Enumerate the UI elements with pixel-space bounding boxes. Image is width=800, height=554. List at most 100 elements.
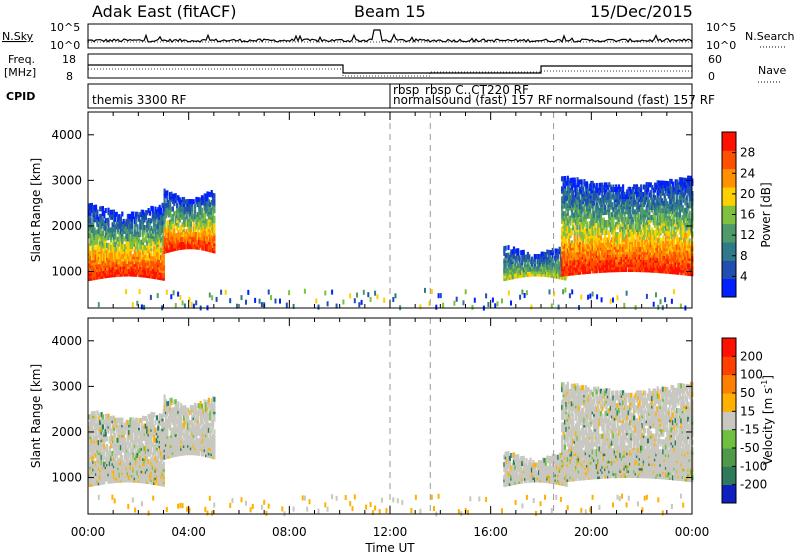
range-cell <box>682 232 686 238</box>
range-cell <box>631 216 634 222</box>
range-cell <box>663 208 666 214</box>
range-cell <box>605 230 608 235</box>
range-cell <box>583 244 586 250</box>
range-cell <box>550 257 553 263</box>
range-cell <box>670 229 673 234</box>
range-cell <box>649 237 652 243</box>
nsearch-tick-top: 10^5 <box>706 21 736 34</box>
range-cell <box>550 267 553 273</box>
range-cell <box>616 214 619 220</box>
power-dashed-lines <box>389 112 555 308</box>
range-cell <box>595 208 598 213</box>
range-cell <box>88 215 91 221</box>
range-cell <box>178 197 181 203</box>
range-cell <box>623 211 626 217</box>
range-cell <box>158 247 161 253</box>
range-cell <box>200 222 204 228</box>
range-cell <box>213 223 216 229</box>
range-cell <box>575 242 578 248</box>
range-cell <box>153 236 156 242</box>
range-cell <box>547 264 550 270</box>
range-cell <box>583 191 586 197</box>
range-cell <box>90 202 93 208</box>
range-cell <box>185 214 188 220</box>
range-cell <box>637 249 640 255</box>
range-cell <box>161 247 164 253</box>
range-cell <box>96 234 99 240</box>
range-cell <box>576 177 579 183</box>
range-cell <box>685 243 688 249</box>
range-cell <box>570 177 573 183</box>
range-cell <box>641 207 644 213</box>
range-cell <box>140 219 143 225</box>
range-cell <box>153 218 156 224</box>
range-cell <box>659 253 662 259</box>
range-cell <box>566 208 569 214</box>
range-cell <box>133 249 136 255</box>
range-cell <box>599 245 603 251</box>
range-cell <box>580 244 583 250</box>
range-cell <box>99 236 102 242</box>
range-cell <box>199 197 202 203</box>
range-cell <box>660 208 663 214</box>
range-cell <box>92 245 95 251</box>
range-cell <box>146 210 149 216</box>
range-cell <box>664 221 668 226</box>
ground-cell <box>224 289 227 295</box>
range-cell <box>106 248 109 253</box>
range-cell <box>649 215 652 220</box>
range-cell <box>629 196 632 202</box>
range-cell <box>104 208 107 213</box>
range-cell <box>635 242 639 247</box>
range-cell <box>633 236 636 242</box>
ground-cell <box>519 294 522 300</box>
range-cell <box>206 206 209 212</box>
range-cell <box>599 222 603 228</box>
range-cell <box>211 215 215 221</box>
range-cell <box>666 181 669 186</box>
range-cell <box>576 224 579 230</box>
range-cell <box>543 264 546 270</box>
range-cell <box>155 239 158 245</box>
range-cell <box>100 206 103 212</box>
range-cell <box>663 193 666 199</box>
range-cell <box>176 238 179 244</box>
range-cell <box>645 224 648 230</box>
range-cell <box>624 224 627 230</box>
range-cell <box>687 188 690 194</box>
range-cell <box>655 205 658 211</box>
range-cell <box>640 259 643 265</box>
range-cell <box>194 204 197 210</box>
ground-cell <box>353 298 356 304</box>
range-cell <box>89 203 92 209</box>
range-cell <box>577 239 580 245</box>
range-cell <box>110 471 113 476</box>
range-cell <box>129 236 132 242</box>
range-cell <box>633 184 636 190</box>
range-cell <box>597 205 600 211</box>
range-cell <box>584 209 587 214</box>
range-cell <box>90 411 93 417</box>
range-cell <box>92 252 95 258</box>
range-cell <box>669 254 672 259</box>
ground-cell <box>655 292 657 298</box>
ground-cell <box>659 299 662 305</box>
range-cell <box>687 230 690 236</box>
range-cell <box>112 217 116 222</box>
range-cell <box>143 237 146 243</box>
range-cell <box>608 212 611 218</box>
range-cell <box>572 182 575 188</box>
range-cell <box>689 226 693 231</box>
range-cell <box>593 190 596 196</box>
range-cell <box>124 221 127 227</box>
range-cell <box>669 216 672 222</box>
range-cell <box>88 261 91 267</box>
ground-cell <box>645 293 648 299</box>
range-cell <box>110 460 113 466</box>
range-cell <box>211 205 215 211</box>
range-cell <box>122 224 125 229</box>
range-cell <box>666 223 669 229</box>
range-cell <box>642 184 645 190</box>
range-cell <box>606 237 609 243</box>
